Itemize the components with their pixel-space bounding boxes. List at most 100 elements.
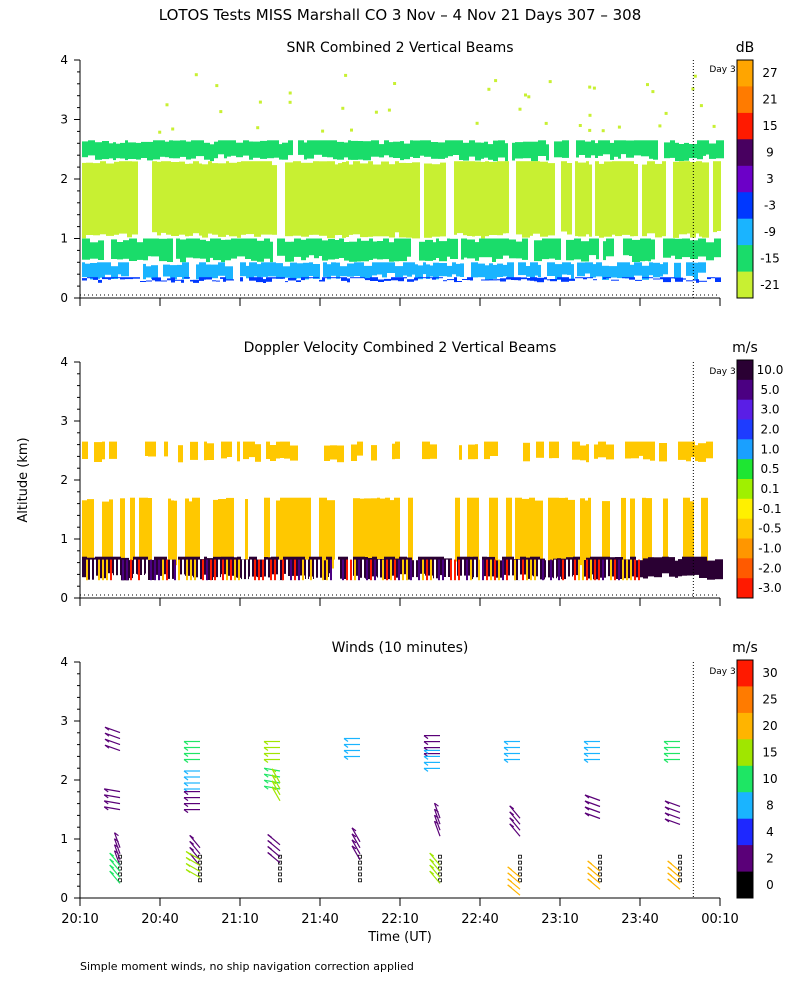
data-cell xyxy=(642,164,647,237)
profile-marker xyxy=(678,860,682,865)
wind-barb-flag xyxy=(663,753,669,757)
data-cell xyxy=(404,143,410,160)
wind-barb-flag xyxy=(183,791,189,796)
data-cell xyxy=(617,125,621,129)
wind-barb-flag xyxy=(423,741,429,746)
data-cell xyxy=(542,238,549,260)
data-cell xyxy=(85,263,90,278)
data-cell xyxy=(178,559,180,581)
data-cell xyxy=(193,279,199,283)
data-cell xyxy=(664,142,670,159)
wind-barb-flag xyxy=(664,818,670,823)
data-cell xyxy=(460,263,464,277)
data-cell xyxy=(663,238,671,258)
data-cell xyxy=(185,556,193,576)
data-cell xyxy=(567,163,572,235)
data-cell xyxy=(629,277,635,280)
data-cell xyxy=(213,238,221,261)
data-cell xyxy=(162,556,167,575)
data-cell xyxy=(426,559,428,581)
data-cell xyxy=(335,164,338,236)
data-cell xyxy=(503,238,509,256)
data-cell xyxy=(554,497,559,562)
data-cell xyxy=(511,277,514,280)
data-cell xyxy=(598,559,600,581)
data-cell xyxy=(649,262,653,276)
data-cell xyxy=(481,142,484,159)
data-cell xyxy=(97,262,100,279)
data-cell xyxy=(293,161,301,236)
data-cell xyxy=(626,559,628,581)
data-cell xyxy=(111,266,118,279)
data-cell xyxy=(664,111,668,115)
data-cell xyxy=(715,277,721,282)
profile-marker xyxy=(278,872,282,877)
colorbar-label: 8 xyxy=(766,798,774,812)
x-tick-label: 22:10 xyxy=(381,912,418,927)
wind-barb-flag xyxy=(587,866,593,871)
data-cell xyxy=(639,441,643,456)
wind-barb-flag xyxy=(663,759,669,763)
data-cell xyxy=(566,559,568,581)
colorbar-label: 0.1 xyxy=(760,482,779,496)
y-tick-label: 2 xyxy=(60,172,68,186)
data-cell xyxy=(395,266,403,278)
data-cell xyxy=(394,497,400,562)
data-cell xyxy=(253,141,260,158)
data-cell xyxy=(596,262,602,277)
data-cell xyxy=(286,497,292,563)
data-cell xyxy=(430,559,432,581)
data-cell xyxy=(204,142,210,160)
data-cell xyxy=(288,100,292,104)
data-cell xyxy=(282,559,284,581)
data-cell xyxy=(534,240,542,262)
data-cell xyxy=(360,498,364,568)
data-cell xyxy=(357,238,361,262)
data-cell xyxy=(194,559,196,581)
data-cell xyxy=(431,142,438,159)
data-cell xyxy=(484,441,490,460)
data-cell xyxy=(675,238,682,260)
colorbar-swatch xyxy=(737,479,753,500)
data-cell xyxy=(140,281,146,282)
wind-barb-flag xyxy=(667,860,673,865)
data-cell xyxy=(189,163,193,236)
data-cell xyxy=(279,144,282,160)
wind-barb xyxy=(109,852,121,866)
data-cell xyxy=(106,163,114,236)
colorbar-label: 9 xyxy=(766,146,774,160)
data-cell xyxy=(422,559,424,581)
wind-barb-flag xyxy=(114,844,119,849)
data-cell xyxy=(391,277,398,281)
data-cell xyxy=(694,262,698,280)
wind-barb-flag xyxy=(267,840,273,844)
data-cell xyxy=(214,559,216,581)
data-cell xyxy=(266,441,270,459)
wind-barb-flag xyxy=(583,753,589,757)
data-cell xyxy=(185,163,189,237)
data-cell xyxy=(354,262,360,276)
data-cell xyxy=(589,238,596,256)
data-cell xyxy=(313,264,320,279)
data-cell xyxy=(249,262,254,279)
data-cell xyxy=(94,442,102,462)
wind-barb-flag xyxy=(183,753,189,757)
data-cell xyxy=(218,140,224,155)
data-cell xyxy=(456,263,460,277)
profile-marker xyxy=(598,872,602,877)
data-cell xyxy=(625,441,631,459)
data-cell xyxy=(526,559,528,581)
data-cell xyxy=(285,162,293,237)
data-cell xyxy=(305,277,311,279)
data-band--21 xyxy=(82,161,721,239)
data-cell xyxy=(389,164,395,238)
wind-barb-flag xyxy=(114,832,119,837)
data-cell xyxy=(119,161,127,234)
data-cell xyxy=(496,238,503,259)
colorbar-label: 27 xyxy=(762,66,777,80)
data-cell xyxy=(630,161,634,237)
data-cell xyxy=(690,501,694,569)
data-cell xyxy=(158,130,162,134)
profile-marker xyxy=(678,866,682,871)
